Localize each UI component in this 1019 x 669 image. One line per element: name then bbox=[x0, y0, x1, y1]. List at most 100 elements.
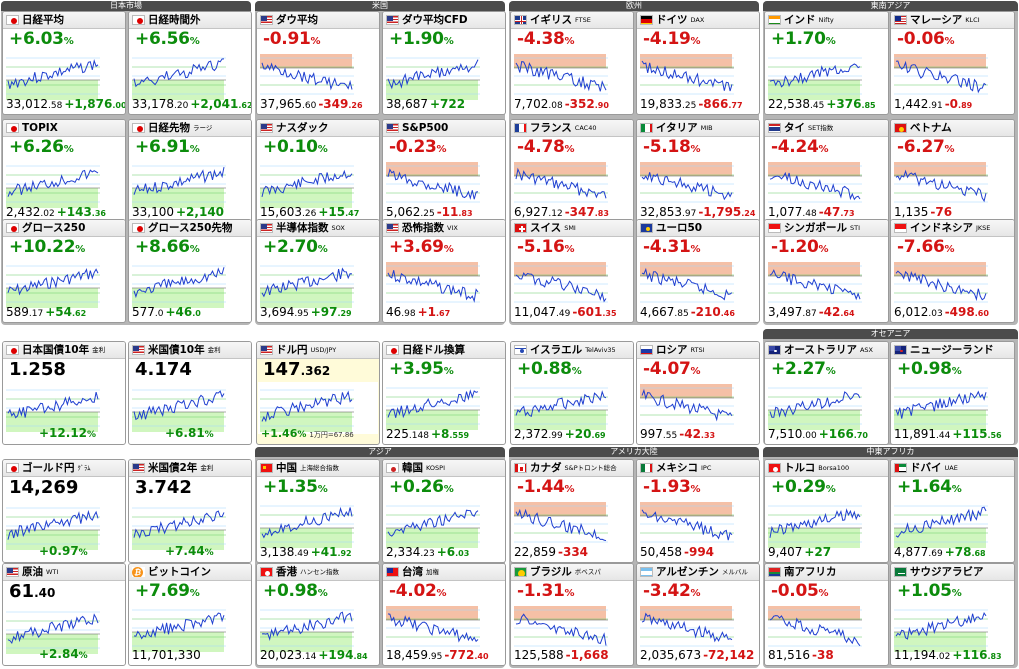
percent-unit: % bbox=[317, 144, 328, 155]
market-card[interactable]: スイス SMI -5.16% 11,047.49 -601.35 bbox=[510, 219, 634, 323]
tr-flag-icon bbox=[768, 463, 781, 473]
market-card[interactable]: ニュージーランド +0.98% 11,891.44 +115.56 bbox=[890, 341, 1015, 445]
market-name: トルコ Borsa100 bbox=[784, 461, 849, 476]
market-card[interactable]: ブラジル ボベスパ -1.31% 125,588 -1,668 bbox=[510, 563, 634, 666]
market-card[interactable]: オーストラリア ASX +2.27% 7,510.00 +166.70 bbox=[764, 341, 889, 445]
market-name-text: 南アフリカ bbox=[784, 566, 837, 578]
market-card[interactable]: イタリア MIB -5.18% 32,853.97 -1,795.24 bbox=[636, 119, 760, 223]
market-card[interactable]: 米国債10年 金利 4.174 +6.81% bbox=[128, 341, 252, 445]
market-card[interactable]: ドル円 USD/JPY 147.362 +1.46% 1万円=67.86 bbox=[256, 341, 380, 445]
percent-value: +7.69 bbox=[135, 581, 190, 601]
market-card[interactable]: ₿ ビットコイン +7.69% 11,701,330 bbox=[128, 563, 252, 666]
market-card[interactable]: ロシア RTSI -4.07% 997.55 -42.33 bbox=[636, 341, 760, 445]
market-card[interactable]: ダウ平均 -0.91% 37,965.60 -349.26 bbox=[256, 11, 380, 115]
th-flag-icon bbox=[768, 123, 781, 133]
market-name: ナスダック bbox=[276, 121, 329, 136]
price-value: 3,694 bbox=[260, 305, 295, 319]
delta-decimal: .24 bbox=[741, 209, 756, 218]
market-card[interactable]: マレーシア KLCI -0.06% 1,442.91 -0.89 bbox=[890, 11, 1015, 115]
chart-area bbox=[638, 498, 758, 550]
market-card[interactable]: 日本国債10年 金利 1.258 +12.12% bbox=[2, 341, 126, 445]
card-header: 米国債2年 金利 bbox=[129, 460, 251, 477]
price-row: 11,047.49 -601.35 bbox=[514, 306, 617, 321]
market-name-text: インド bbox=[784, 14, 816, 26]
percent-change: +0.88% bbox=[517, 359, 582, 382]
market-card[interactable]: 中国 上海総合指数 +1.35% 3,138.49 +41.92 bbox=[256, 459, 380, 563]
market-card[interactable]: 日経ドル換算 +3.95% 225.148 +8.559 bbox=[382, 341, 506, 445]
market-card[interactable]: フランス CAC40 -4.78% 6,927.12 -347.83 bbox=[510, 119, 634, 223]
market-card[interactable]: イスラエル TelAviv35 +0.88% 2,372.99 +20.69 bbox=[510, 341, 634, 445]
market-subname: ハンセン指数 bbox=[300, 568, 339, 576]
market-card[interactable]: 南アフリカ -0.05% 81,516 -38 bbox=[764, 563, 889, 666]
market-card[interactable]: 半導体指数 SOX +2.70% 3,694.95 +97.29 bbox=[256, 219, 380, 323]
price-value: 7,702 bbox=[514, 97, 549, 111]
range-fill bbox=[514, 606, 606, 620]
market-card[interactable]: 恐怖指数 VIX +3.69% 46.98 +1.67 bbox=[382, 219, 506, 323]
percent-unit: % bbox=[317, 588, 328, 599]
price-value: 1,135 bbox=[894, 205, 929, 219]
market-card[interactable]: グロース250 +10.22% 589.17 +54.62 bbox=[2, 219, 126, 323]
price-decimal: .60 bbox=[302, 101, 317, 111]
market-card[interactable]: ドイツ DAX -4.19% 19,833.25 -866.77 bbox=[636, 11, 760, 115]
market-card[interactable]: ダウ平均CFD +1.90% 38,687 +722 bbox=[382, 11, 506, 115]
market-card[interactable]: ベトナム -6.27% 1,135 -76 bbox=[890, 119, 1015, 223]
market-subname: ラージ bbox=[193, 124, 213, 132]
chart-area bbox=[892, 158, 1013, 210]
card-header: 日経ドル換算 bbox=[383, 342, 505, 359]
percent-unit: % bbox=[564, 244, 575, 255]
market-card[interactable]: トルコ Borsa100 +0.29% 9,407 +27 bbox=[764, 459, 889, 563]
market-card[interactable]: ドバイ UAE +1.64% 4,877.69 +78.68 bbox=[890, 459, 1015, 563]
market-card[interactable]: インドネシア JKSE -7.66% 6,012.03 -498.60 bbox=[890, 219, 1015, 323]
price-row: 577.0 +46.0 bbox=[132, 306, 201, 321]
market-card[interactable]: 香港 ハンセン指数 +0.98% 20,023.14 +194.84 bbox=[256, 563, 380, 666]
market-card[interactable]: インド Nifty +1.70% 22,538.45 +376.85 bbox=[764, 11, 889, 115]
market-card[interactable]: カナダ S&Pトロント総合 -1.44% 22,859 -334 bbox=[510, 459, 634, 563]
market-card[interactable]: アルゼンチン メルバル -3.42% 2,035,673 -72,142 bbox=[636, 563, 760, 666]
level-value: 4.174 bbox=[135, 359, 192, 380]
percent-value: -0.91 bbox=[263, 29, 311, 49]
percent-change: -4.78% bbox=[517, 137, 575, 160]
market-card[interactable]: ゴールド円 ｸﾞﾗﾑ 14,269 +0.97% bbox=[2, 459, 126, 563]
percent-value: +3.95 bbox=[389, 359, 444, 379]
market-name: 日経ドル換算 bbox=[402, 343, 465, 358]
market-card[interactable]: 台湾 加権 -4.02% 18,459.95 -772.40 bbox=[382, 563, 506, 666]
market-card[interactable]: 日経先物 ラージ +6.91% 33,100 +2,140 bbox=[128, 119, 252, 223]
market-card[interactable]: シンガポール STI -1.20% 3,497.87 -42.64 bbox=[764, 219, 889, 323]
jp-flag-icon bbox=[6, 15, 19, 25]
market-card[interactable]: サウジアラビア +1.05% 11,194.02 +116.83 bbox=[890, 563, 1015, 666]
market-card[interactable]: 米国債2年 金利 3.742 +7.44% bbox=[128, 459, 252, 563]
market-card[interactable]: 韓国 KOSPI +0.26% 2,334.23 +6.03 bbox=[382, 459, 506, 563]
price-chart bbox=[4, 158, 124, 210]
market-card[interactable]: ナスダック +0.10% 15,603.26 +15.47 bbox=[256, 119, 380, 223]
price-line bbox=[7, 169, 99, 197]
price-value: 22,859 bbox=[514, 545, 556, 559]
percent-unit: % bbox=[317, 244, 328, 255]
card-header: 台湾 加権 bbox=[383, 564, 505, 581]
delta-int: -347 bbox=[564, 205, 595, 219]
market-card[interactable]: TOPIX +6.26% 2,432.02 +143.36 bbox=[2, 119, 126, 223]
price-value: 997 bbox=[640, 427, 663, 441]
market-card[interactable]: メキシコ IPC -1.93% 50,458 -994 bbox=[636, 459, 760, 563]
market-subname: Borsa100 bbox=[818, 464, 850, 472]
price-value: 32,853 bbox=[640, 205, 682, 219]
card-header: ドイツ DAX bbox=[637, 12, 759, 29]
price-row: 33,012.58 +1,876.00 bbox=[6, 98, 125, 113]
percent-change: +0.98% bbox=[263, 581, 328, 604]
market-card[interactable]: イギリス FTSE -4.38% 7,702.08 -352.90 bbox=[510, 11, 634, 115]
market-card[interactable]: 日経平均 +6.03% 33,012.58 +1,876.00 bbox=[2, 11, 126, 115]
market-name: ダウ平均CFD bbox=[402, 13, 468, 28]
market-card[interactable]: S&P500 -0.23% 5,062.25 -11.83 bbox=[382, 119, 506, 223]
market-card[interactable]: 日経時間外 +6.56% 33,178.20 +2,041.62 bbox=[128, 11, 252, 115]
market-card[interactable]: 原油 WTI 61.40 +2.84% bbox=[2, 563, 126, 666]
market-subname: SET指数 bbox=[808, 124, 834, 132]
us-flag-icon bbox=[260, 123, 273, 133]
chart-area bbox=[638, 158, 758, 210]
percent-value: +1.35 bbox=[263, 477, 318, 497]
delta-value: -772.40 bbox=[444, 648, 488, 662]
price-chart bbox=[384, 380, 504, 432]
market-card[interactable]: グロース250先物 +8.66% 577.0 +46.0 bbox=[128, 219, 252, 323]
percent-unit: % bbox=[825, 36, 836, 47]
market-name: ブラジル ボベスパ bbox=[530, 565, 601, 580]
market-card[interactable]: タイ SET指数 -4.24% 1,077.48 -47.73 bbox=[764, 119, 889, 223]
market-card[interactable]: ユーロ50 -4.31% 4,667.85 -210.46 bbox=[636, 219, 760, 323]
